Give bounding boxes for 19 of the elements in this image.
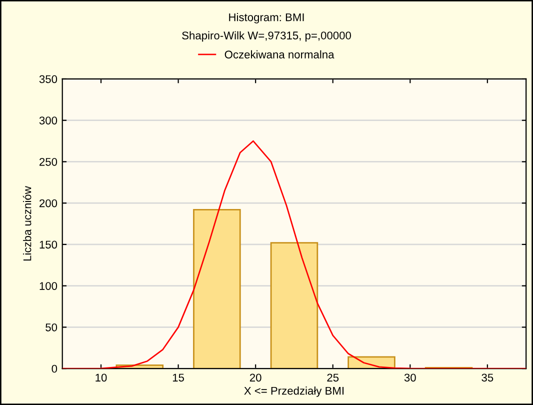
y-tick-label: 100 bbox=[40, 282, 58, 290]
x-tick-label: 25 bbox=[327, 374, 339, 382]
y-tick-label: 200 bbox=[40, 199, 58, 208]
chart-title: Histogram: BMI bbox=[229, 13, 304, 24]
y-tick-label: 350 bbox=[39, 75, 58, 84]
y-tick-label: 50 bbox=[46, 323, 58, 332]
y-tick-label: 150 bbox=[40, 240, 58, 249]
y-tick-label: 0 bbox=[52, 364, 58, 373]
legend-label: Oczekiwana normalna bbox=[224, 50, 334, 58]
y-axis-title: Liczba uczniów bbox=[22, 186, 32, 261]
y-tick-label: 300 bbox=[39, 116, 58, 124]
y-tick-label: 250 bbox=[40, 158, 58, 166]
x-tick-label: 10 bbox=[96, 374, 107, 382]
x-tick-label: 15 bbox=[172, 374, 184, 382]
x-axis-title: X <= Przedziały BMI bbox=[244, 386, 344, 397]
x-tick-label: 35 bbox=[482, 374, 494, 382]
x-tick-label: 30 bbox=[404, 374, 416, 382]
x-tick-label: 20 bbox=[250, 374, 262, 382]
chart-subtitle: Shapiro-Wilk W=,97315, p=,00000 bbox=[182, 31, 351, 42]
